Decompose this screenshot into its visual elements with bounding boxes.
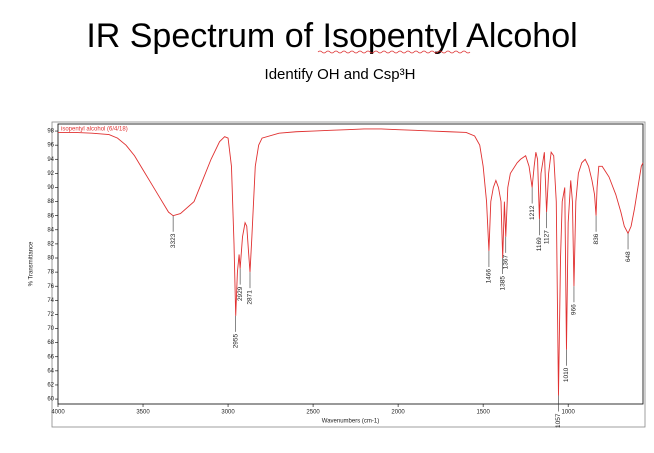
- y-tick-label: 80: [47, 256, 54, 262]
- peak-label: 1212: [529, 205, 536, 220]
- x-tick-label: 2500: [306, 410, 320, 416]
- x-tick-label: 1000: [561, 410, 575, 416]
- chart-frame: [51, 121, 646, 428]
- y-tick-label: 64: [47, 368, 54, 374]
- plot: 60 62 64 66 68 70 72 74 76 78 80 82 84 86 88 90 92 94 96 98…: [29, 123, 644, 428]
- peak-label: 836: [593, 233, 600, 244]
- legend-entry: isopentyl alcohol (6/4/18): [61, 127, 128, 133]
- y-tick-label: 72: [47, 312, 54, 318]
- peak-label: 2871: [247, 290, 254, 305]
- peak-label: 2955: [232, 333, 239, 348]
- x-tick-label: 1500: [476, 410, 490, 416]
- y-tick-label: 92: [47, 171, 54, 177]
- y-tick-label: 98: [47, 129, 54, 135]
- spectrum-line: [58, 128, 644, 396]
- peak-label: 966: [571, 304, 578, 315]
- y-tick-label: 96: [47, 143, 54, 149]
- peak-label: 1010: [563, 367, 570, 382]
- plot-area: [57, 123, 644, 405]
- peak-label: 1466: [486, 269, 493, 284]
- peak-label: 1385: [499, 276, 506, 291]
- peak-label: 3323: [170, 233, 177, 248]
- y-tick-label: 74: [47, 298, 54, 304]
- x-tick-label: 2000: [391, 410, 405, 416]
- subtitle: Identify OH and Csp³H: [265, 66, 416, 83]
- x-tick-label: 4000: [51, 410, 65, 416]
- y-tick-label: 82: [47, 241, 54, 247]
- peak-label: 648: [625, 251, 632, 262]
- peak-label: 2929: [237, 286, 244, 301]
- peak-label: 1367: [502, 254, 509, 269]
- y-tick-label: 86: [47, 213, 54, 219]
- y-tick-label: 78: [47, 270, 54, 276]
- peak-label: 1127: [543, 230, 550, 244]
- title: IR Spectrum of Isopentyl Alcohol: [86, 17, 577, 55]
- y-tick-label: 60: [47, 397, 54, 403]
- y-tick-label: 90: [47, 185, 54, 191]
- peak-label: 1057: [555, 413, 562, 428]
- x-tick-label: 3500: [136, 410, 150, 416]
- x-tick-label: 3000: [221, 410, 235, 416]
- y-tick-label: 68: [47, 340, 54, 346]
- spellcheck-underline: [317, 50, 471, 54]
- x-axis-label: Wavenumbers (cm-1): [322, 419, 379, 425]
- y-tick-label: 84: [47, 227, 54, 233]
- y-tick-label: 76: [47, 284, 54, 290]
- y-axis-label: % Transmittance: [29, 241, 35, 286]
- y-tick-label: 70: [47, 326, 54, 332]
- y-tick-label: 94: [47, 157, 54, 163]
- y-tick-label: 62: [47, 383, 54, 389]
- peak-label: 1169: [536, 237, 543, 251]
- y-tick-label: 66: [47, 354, 54, 360]
- y-tick-label: 88: [47, 199, 54, 205]
